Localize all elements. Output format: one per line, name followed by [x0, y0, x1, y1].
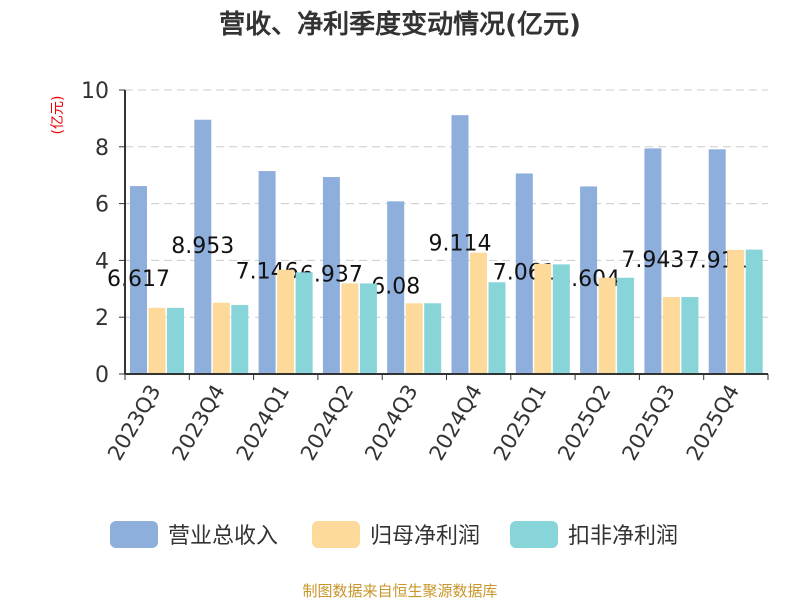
x-tick-label: 2024Q2: [296, 381, 358, 465]
net-profit-bar: [341, 283, 359, 374]
net-profit-bar: [405, 303, 423, 374]
revenue-data-label: 6.08: [371, 275, 420, 300]
revenue-bar: [258, 171, 276, 374]
deducted-net-profit-bar: [167, 307, 184, 374]
x-tick-label: 2023Q3: [103, 381, 165, 465]
y-axis-unit: (亿元): [50, 96, 66, 135]
deducted-net-profit-bar: [681, 297, 699, 374]
revenue-bar: [708, 149, 726, 374]
deducted-net-profit-bar: [424, 303, 442, 374]
revenue-bar: [644, 148, 662, 374]
net-profit-bar: [662, 297, 680, 374]
legend-swatch-net-profit: [312, 521, 360, 548]
net-profit-bar: [277, 269, 295, 374]
x-tick-label: 2023Q4: [167, 381, 229, 465]
deducted-net-profit-bar: [488, 282, 506, 374]
revenue-data-label: 9.114: [429, 232, 492, 257]
footer-source: 制图数据来自恒生聚源数据库: [302, 582, 497, 600]
legend-swatch-deducted-net-profit: [510, 521, 558, 548]
x-tick-label: 2025Q1: [489, 381, 551, 465]
revenue-bar: [387, 201, 405, 374]
revenue-data-label: 8.953: [171, 234, 234, 259]
deducted-net-profit-bar: [359, 283, 377, 374]
x-tick-label: 2024Q3: [360, 381, 422, 465]
x-tick-label: 2025Q2: [553, 381, 615, 465]
legend-label-revenue: 营业总收入: [168, 524, 278, 549]
net-profit-bar: [470, 252, 487, 374]
x-tick-label: 2024Q1: [232, 381, 294, 465]
net-profit-bar: [598, 277, 616, 374]
y-tick-label: 2: [95, 306, 109, 331]
revenue-bar: [322, 176, 340, 374]
y-tick-label: 8: [95, 136, 109, 161]
deducted-net-profit-bar: [617, 277, 635, 374]
y-tick-label: 0: [95, 363, 109, 388]
chart-title: 营收、净利季度变动情况(亿元): [219, 9, 581, 40]
net-profit-bar: [212, 302, 230, 374]
net-profit-bar: [534, 263, 552, 374]
legend-swatch-revenue: [110, 521, 158, 548]
legend-label-net-profit: 归母净利润: [370, 524, 480, 549]
revenue-bar: [451, 115, 469, 374]
revenue-bar: [130, 186, 147, 374]
revenue-bar: [580, 186, 598, 374]
legend-label-deducted-net-profit: 扣非净利润: [568, 524, 678, 549]
revenue-bar: [515, 173, 533, 374]
deducted-net-profit-bar: [745, 249, 763, 374]
deducted-net-profit-bar: [231, 304, 249, 374]
deducted-net-profit-bar: [295, 272, 313, 374]
x-tick-label: 2025Q3: [617, 381, 679, 465]
revenue-data-label: 7.943: [621, 248, 684, 273]
x-tick-label: 2025Q4: [682, 381, 744, 465]
net-profit-bar: [148, 307, 166, 374]
revenue-data-label: 6.617: [107, 267, 170, 292]
y-tick-label: 6: [95, 193, 109, 218]
x-tick-label: 2024Q4: [425, 381, 487, 465]
revenue-bar: [194, 119, 212, 374]
y-tick-label: 4: [95, 249, 109, 274]
y-tick-label: 10: [81, 79, 109, 104]
deducted-net-profit-bar: [552, 264, 570, 374]
net-profit-bar: [727, 249, 745, 374]
